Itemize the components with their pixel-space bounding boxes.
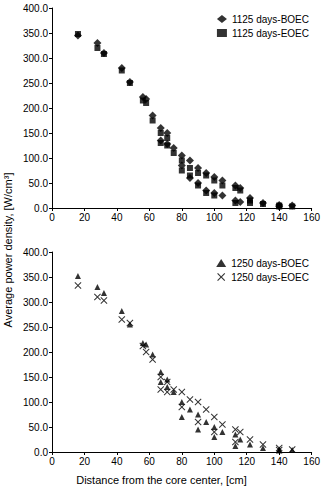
svg-text:250.0: 250.0 bbox=[23, 322, 48, 333]
svg-text:350.0: 350.0 bbox=[23, 272, 48, 283]
svg-text:40: 40 bbox=[111, 212, 123, 223]
svg-text:350.0: 350.0 bbox=[23, 28, 48, 39]
svg-text:400.0: 400.0 bbox=[23, 247, 48, 258]
svg-text:1250 days-BOEC: 1250 days-BOEC bbox=[231, 258, 309, 269]
svg-text:Distance from the core center,: Distance from the core center, [cm] bbox=[76, 474, 247, 486]
svg-text:20: 20 bbox=[79, 456, 91, 467]
svg-text:150.0: 150.0 bbox=[23, 372, 48, 383]
svg-text:100.0: 100.0 bbox=[23, 153, 48, 164]
svg-text:80: 80 bbox=[176, 456, 188, 467]
svg-text:80: 80 bbox=[176, 212, 188, 223]
svg-text:0: 0 bbox=[49, 456, 55, 467]
svg-text:400.0: 400.0 bbox=[23, 3, 48, 14]
svg-text:150.0: 150.0 bbox=[23, 128, 48, 139]
svg-text:20: 20 bbox=[79, 212, 91, 223]
svg-text:0.0: 0.0 bbox=[34, 203, 48, 214]
svg-text:300.0: 300.0 bbox=[23, 297, 48, 308]
svg-text:Average power density, [W/cm³]: Average power density, [W/cm³] bbox=[2, 173, 14, 328]
svg-text:60: 60 bbox=[144, 212, 156, 223]
svg-text:160: 160 bbox=[303, 456, 320, 467]
svg-text:160: 160 bbox=[303, 212, 320, 223]
svg-text:200.0: 200.0 bbox=[23, 347, 48, 358]
svg-text:300.0: 300.0 bbox=[23, 53, 48, 64]
svg-text:100.0: 100.0 bbox=[23, 397, 48, 408]
svg-text:60: 60 bbox=[144, 456, 156, 467]
svg-text:200.0: 200.0 bbox=[23, 103, 48, 114]
svg-text:50.0: 50.0 bbox=[29, 422, 49, 433]
svg-text:140: 140 bbox=[271, 212, 288, 223]
svg-text:250.0: 250.0 bbox=[23, 78, 48, 89]
svg-text:40: 40 bbox=[111, 456, 123, 467]
svg-text:0.0: 0.0 bbox=[34, 447, 48, 458]
svg-text:1125 days-BOEC: 1125 days-BOEC bbox=[232, 14, 309, 25]
svg-text:120: 120 bbox=[238, 456, 255, 467]
svg-text:120: 120 bbox=[238, 212, 255, 223]
svg-text:140: 140 bbox=[271, 456, 288, 467]
svg-text:100: 100 bbox=[206, 456, 223, 467]
svg-text:1250 days-EOEC: 1250 days-EOEC bbox=[231, 272, 309, 283]
svg-text:100: 100 bbox=[206, 212, 223, 223]
svg-text:1125 days-EOEC: 1125 days-EOEC bbox=[232, 28, 309, 39]
svg-text:50.0: 50.0 bbox=[29, 178, 49, 189]
svg-text:0: 0 bbox=[49, 212, 55, 223]
